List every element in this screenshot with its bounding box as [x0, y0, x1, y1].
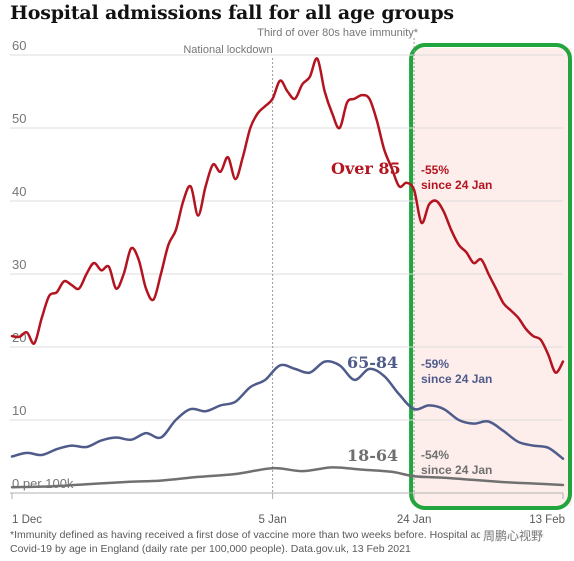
- watermark: 周鹏心视野: [480, 527, 547, 544]
- x-tick-label: 24 Jan: [397, 514, 432, 526]
- annotation-since-65-84: since 24 Jan: [421, 372, 492, 386]
- series-line-18-64: [10, 466, 565, 489]
- highlight-border: [409, 43, 572, 510]
- series-label-18-64: 18-64: [347, 446, 398, 465]
- annotation-change-over-85: -55%: [421, 163, 449, 177]
- y-tick-label: 10: [12, 403, 26, 418]
- y-tick-label: 0 per 100k: [12, 476, 74, 491]
- highlight-fill: [414, 48, 572, 506]
- event-label: National lockdown: [183, 44, 272, 56]
- y-tick-label: 50: [12, 111, 26, 126]
- x-tick-label: 5 Jan: [259, 514, 287, 526]
- series-label-65-84: 65-84: [347, 353, 398, 372]
- footnote: *Immunity defined as having received a f…: [10, 529, 545, 555]
- annotation-since-over-85: since 24 Jan: [421, 178, 492, 192]
- y-tick-label: 60: [12, 38, 26, 53]
- chart-title: Hospital admissions fall for all age gro…: [10, 2, 454, 24]
- annotation-since-18-64: since 24 Jan: [421, 463, 492, 477]
- event-label: Third of over 80s have immunity*: [257, 27, 419, 39]
- annotation-change-18-64: -54%: [421, 448, 449, 462]
- series-line-65-84: [10, 359, 565, 460]
- x-tick-label: 13 Feb: [529, 514, 565, 526]
- x-tick-label: 1 Dec: [12, 514, 42, 526]
- y-tick-label: 30: [12, 257, 26, 272]
- annotation-change-65-84: -59%: [421, 357, 449, 371]
- y-tick-label: 40: [12, 184, 26, 199]
- series-label-over-85: Over 85: [331, 159, 401, 178]
- series-line-over-85: [10, 57, 565, 374]
